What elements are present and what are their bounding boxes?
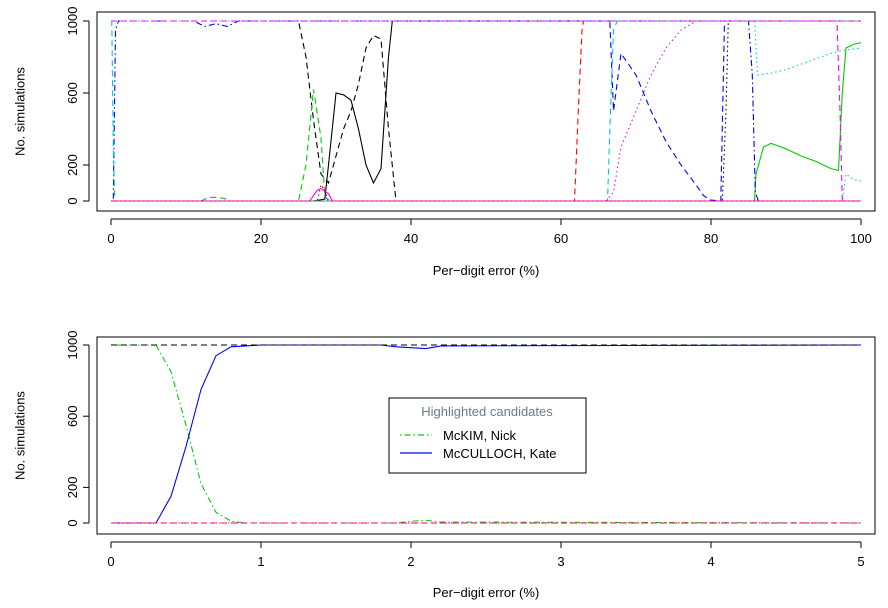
legend-title: Highlighted candidates [421, 404, 553, 419]
series-line-14 [111, 183, 861, 202]
y-tick-label: 600 [65, 82, 80, 104]
x-tick-label: 3 [557, 554, 564, 569]
series-line-4 [111, 42, 862, 202]
series-line-6 [111, 20, 861, 202]
x-axis-label: Per−digit error (%) [433, 263, 540, 278]
bottom-panel: 0 1 2 3 4 5 0 200 600 1000 Per−digit error (%) No. … [13, 331, 876, 600]
y-tick-label: 0 [65, 519, 80, 526]
legend-entry-label: McCULLOCH, Kate [443, 446, 556, 461]
series-line-5 [111, 89, 861, 202]
plot-frame [96, 336, 876, 535]
series-line-7 [111, 20, 861, 202]
series-line-2 [111, 20, 861, 202]
x-axis-label: Per−digit error (%) [433, 585, 540, 600]
series-line-3 [111, 20, 861, 202]
x-tick-label: 1 [257, 554, 264, 569]
x-tick-label: 100 [850, 231, 872, 246]
x-tick-label: 0 [107, 231, 114, 246]
y-tick-label: 600 [65, 405, 80, 427]
y-tick-label: 1000 [65, 7, 80, 36]
y-axis-label: No. simulations [13, 67, 28, 156]
y-tick-label: 200 [65, 154, 80, 176]
x-tick-label: 80 [704, 231, 718, 246]
legend-entry-label: McKIM, Nick [443, 428, 516, 443]
series-line-12 [111, 20, 861, 202]
series-line-10 [111, 173, 862, 202]
y-tick-label: 1000 [65, 331, 80, 360]
x-tick-label: 60 [554, 231, 568, 246]
series-line-1 [111, 20, 861, 202]
x-tick-label: 40 [404, 231, 418, 246]
x-tick-label: 2 [407, 554, 414, 569]
y-tick-label: 0 [65, 197, 80, 204]
legend: Highlighted candidates McKIM, Nick McCULLO… [388, 397, 587, 474]
series-line-mcculloch-kate [111, 344, 862, 524]
series-line-11 [111, 187, 861, 202]
y-tick-label: 200 [65, 477, 80, 499]
series-line-13 [111, 20, 861, 202]
series-line-0 [111, 20, 861, 202]
series-line-8 [111, 20, 861, 202]
x-tick-label: 5 [857, 554, 864, 569]
series-line-9 [111, 20, 862, 76]
y-axis-label: No. simulations [13, 391, 28, 480]
x-tick-label: 20 [254, 231, 268, 246]
x-tick-label: 0 [107, 554, 114, 569]
x-tick-label: 4 [707, 554, 714, 569]
series-line-mckim-nick [111, 344, 862, 524]
plot-frame [96, 11, 876, 212]
